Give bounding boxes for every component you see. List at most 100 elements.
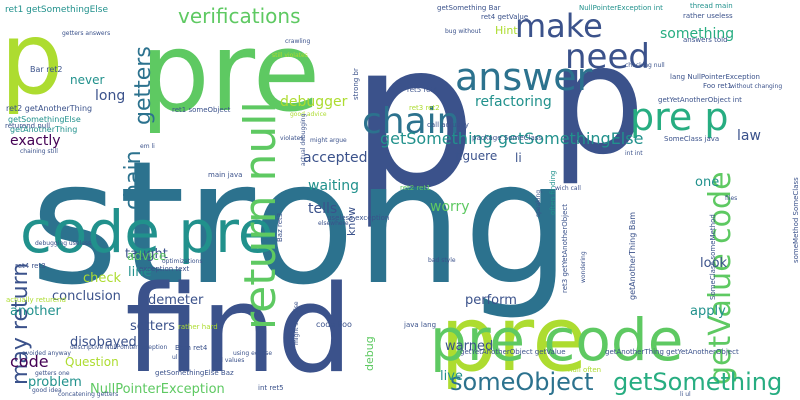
- cloud-word: ret1 someObject: [172, 106, 231, 114]
- cloud-word: ret5 ret4: [407, 86, 438, 94]
- cloud-word: exactly: [10, 133, 61, 149]
- cloud-word: might argue: [310, 137, 347, 144]
- cloud-word: getters answers: [62, 30, 110, 37]
- cloud-word: li ul: [680, 391, 691, 398]
- cloud-word: getters one: [35, 370, 70, 377]
- cloud-word: code pre: [20, 198, 273, 266]
- cloud-word: p: [0, 0, 63, 117]
- cloud-word: find: [125, 261, 353, 400]
- cloud-word: getters: [131, 46, 156, 125]
- cloud-word: Baz ret3: [276, 213, 284, 242]
- cloud-word: rather useless: [683, 12, 733, 20]
- cloud-word: without changing: [730, 83, 782, 90]
- cloud-word: wich call: [555, 185, 581, 192]
- cloud-word: often finding: [549, 171, 557, 215]
- cloud-word: getAnotherThing getYetAnotherObject: [605, 348, 739, 356]
- cloud-word: crawling: [285, 38, 310, 45]
- cloud-word: Bar ret2: [30, 65, 62, 74]
- cloud-word: main java: [208, 171, 242, 179]
- cloud-word: law: [737, 128, 761, 144]
- cloud-word: figuere: [455, 149, 497, 163]
- cloud-word: checking null: [625, 62, 665, 69]
- cloud-word: warned: [445, 339, 493, 354]
- cloud-word: actual debugging: [300, 113, 307, 166]
- cloud-word: ret3 getYetAnotherObject: [561, 204, 569, 293]
- cloud-word: look: [700, 256, 728, 271]
- cloud-word: ul li: [172, 354, 183, 361]
- cloud-word: java lang: [403, 321, 436, 329]
- cloud-word: chain: [362, 101, 460, 142]
- cloud-word: debug: [363, 336, 376, 371]
- cloud-word: live: [440, 369, 463, 384]
- cloud-word: Hint: [495, 24, 518, 37]
- cloud-word: NullPointerException: [90, 382, 225, 397]
- cloud-word: bad style: [428, 257, 456, 264]
- cloud-word: wondering: [580, 251, 587, 283]
- cloud-word: one: [695, 175, 719, 190]
- cloud-word: ret2 ret1: [400, 184, 431, 192]
- cloud-word: return null: [235, 101, 286, 330]
- cloud-word: ret2 getAnotherThing: [6, 104, 92, 113]
- cloud-word: getSomething Bar: [437, 4, 501, 12]
- cloud-word: Foo ret1: [703, 82, 732, 90]
- cloud-word: p: [350, 0, 477, 233]
- cloud-word: check: [83, 271, 122, 286]
- cloud-word: apply: [690, 304, 726, 319]
- cloud-word: chain: [121, 150, 146, 210]
- cloud-word: Question: [65, 355, 119, 369]
- cloud-word: li: [515, 151, 522, 165]
- cloud-word: using eclipse: [233, 350, 272, 357]
- cloud-word: chaining still: [20, 148, 58, 155]
- cloud-word: getYetAnotherObject getValue: [460, 348, 566, 356]
- cloud-word: p: [550, 14, 645, 188]
- cloud-word: pre: [440, 287, 588, 392]
- cloud-word: bug without: [445, 28, 482, 35]
- cloud-word: conclusion: [52, 289, 121, 304]
- cloud-word: lang NullPointerException: [670, 73, 760, 81]
- cloud-word: avoided anyway: [22, 350, 71, 357]
- cloud-word: useless exception: [327, 214, 389, 222]
- cloud-word: SomeClass someMethod: [709, 214, 717, 300]
- cloud-word: getSomething: [613, 368, 782, 396]
- cloud-word: ret3 ret2: [409, 104, 440, 112]
- cloud-word: need: [565, 37, 650, 77]
- cloud-word: getAnotherThing: [10, 125, 77, 134]
- cloud-word: still violates: [272, 52, 308, 59]
- cloud-word: strong br: [352, 68, 360, 100]
- cloud-word: might surprise: [293, 301, 300, 345]
- cloud-word: tells: [308, 201, 337, 217]
- cloud-word: pre code: [430, 306, 683, 374]
- cloud-word: int int: [625, 150, 643, 157]
- cloud-word: someObject: [450, 368, 594, 396]
- cloud-word: disobayed: [70, 335, 137, 350]
- cloud-word: speaking: [535, 190, 542, 217]
- cloud-word: getSomethingElse Baz: [155, 369, 234, 377]
- cloud-word: files: [725, 195, 737, 202]
- cloud-word: concatening getters: [58, 391, 118, 398]
- cloud-word: refactoring: [475, 94, 552, 110]
- cloud-word: good advice: [290, 111, 327, 118]
- cloud-word: pre p: [630, 95, 729, 139]
- cloud-word: setters: [130, 319, 175, 334]
- cloud-word: long: [95, 88, 125, 104]
- cloud-word: returend null: [5, 122, 50, 130]
- cloud-word: perform: [465, 293, 517, 308]
- cloud-word: another: [10, 304, 61, 319]
- cloud-word: getSomething getSomethingElse: [380, 129, 643, 148]
- cloud-word: ret4 ret3: [15, 262, 46, 270]
- cloud-word: getAnotherThing Bam: [628, 212, 637, 300]
- cloud-word: optimizations: [162, 258, 202, 265]
- cloud-word: debugger: [280, 94, 348, 110]
- cloud-word: rather hard: [178, 323, 218, 331]
- cloud-word: strong: [30, 125, 571, 323]
- cloud-word: taught: [125, 247, 168, 262]
- cloud-word: int ret5: [258, 384, 284, 392]
- cloud-word: problem: [28, 375, 82, 390]
- cloud-word: exception text: [139, 265, 190, 273]
- cloud-word: descriptive NullPointerException: [70, 344, 167, 351]
- cloud-word: advice: [127, 249, 166, 263]
- cloud-word: null often: [568, 366, 601, 374]
- cloud-word: ret1 getSomethingElse: [5, 5, 108, 15]
- cloud-word: know: [345, 207, 358, 236]
- cloud-word: elsewhere: [318, 220, 349, 227]
